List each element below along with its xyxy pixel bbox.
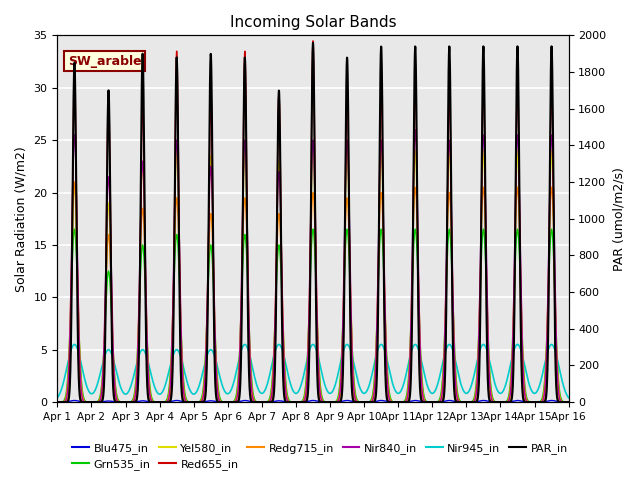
Y-axis label: Solar Radiation (W/m2): Solar Radiation (W/m2)	[15, 146, 28, 291]
Y-axis label: PAR (umol/m2/s): PAR (umol/m2/s)	[612, 167, 625, 271]
Text: SW_arable: SW_arable	[68, 55, 141, 68]
Title: Incoming Solar Bands: Incoming Solar Bands	[230, 15, 396, 30]
Legend: Blu475_in, Grn535_in, Yel580_in, Red655_in, Redg715_in, Nir840_in, Nir945_in, PA: Blu475_in, Grn535_in, Yel580_in, Red655_…	[68, 438, 572, 474]
